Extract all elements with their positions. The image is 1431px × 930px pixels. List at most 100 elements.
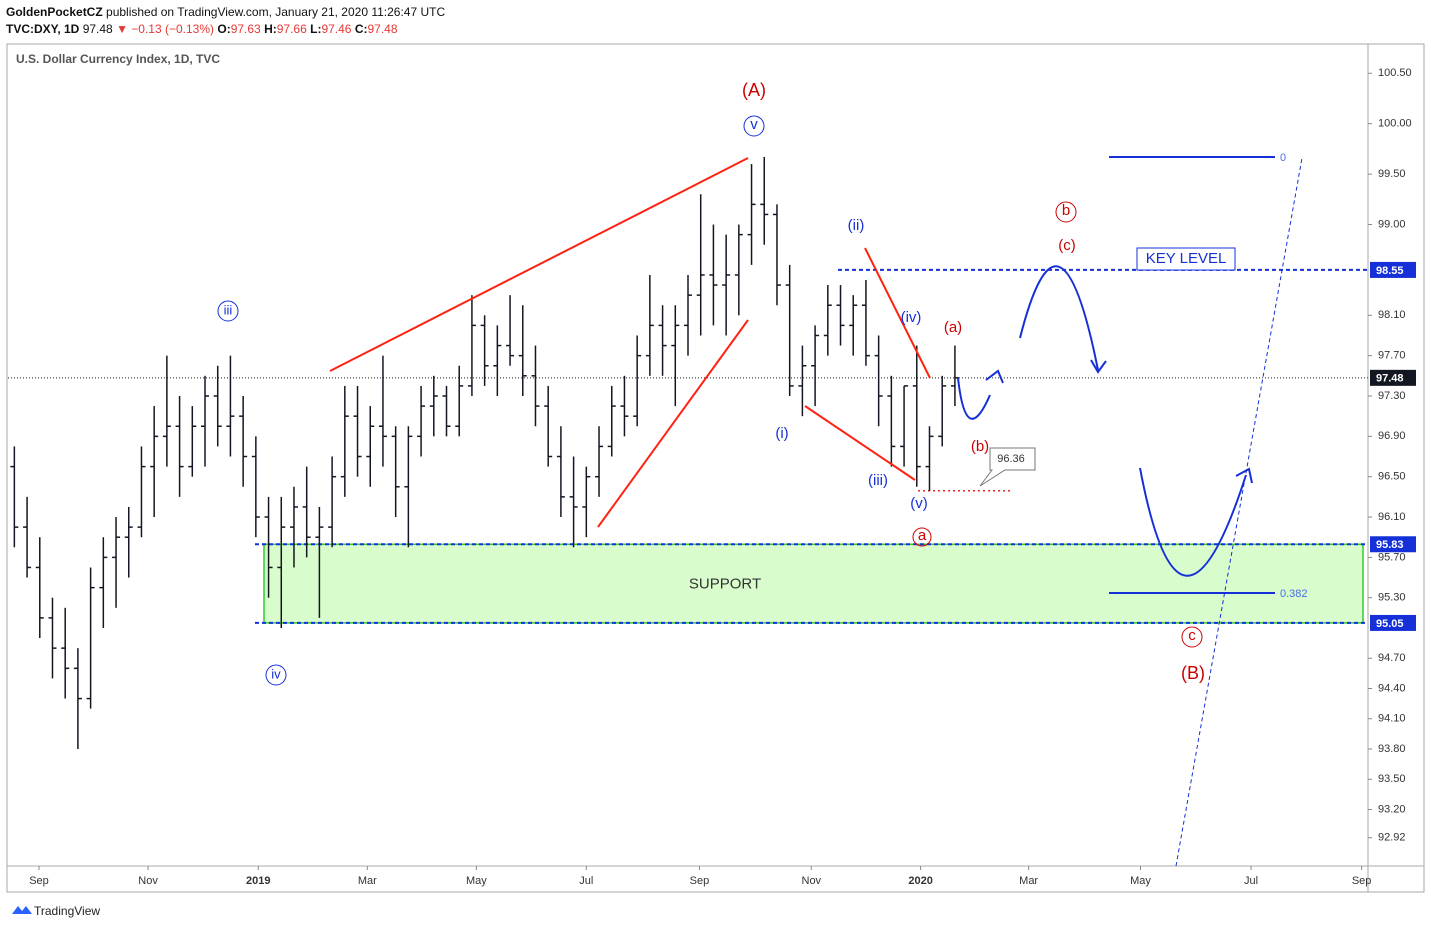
x-tick-label: Sep — [690, 875, 710, 887]
ohlc-key: C: — [354, 22, 368, 36]
price-tag-label: 95.83 — [1376, 539, 1404, 551]
published: published on TradingView.com, January 21… — [106, 5, 446, 19]
wave-circle — [217, 300, 239, 322]
x-tick-label: Mar — [1019, 875, 1038, 887]
callout-label: 96.36 — [997, 453, 1025, 465]
y-tick-label: 96.10 — [1378, 511, 1406, 523]
symbol: TVC:DXY, 1D — [6, 22, 80, 36]
y-tick-label: 98.10 — [1378, 309, 1406, 321]
x-tick-label: Nov — [138, 875, 158, 887]
y-tick-label: 96.90 — [1378, 430, 1406, 442]
x-tick-label: May — [466, 875, 487, 887]
callout — [979, 447, 1036, 487]
wave-label: a — [918, 527, 927, 544]
wave-label: (B) — [1181, 663, 1205, 683]
x-tick-label: Mar — [358, 875, 377, 887]
arrowhead — [985, 369, 1004, 384]
price-tag-label: 98.55 — [1376, 265, 1404, 277]
last: 97.48 — [82, 22, 113, 36]
ohlc-key: L: — [310, 22, 322, 36]
y-tick-label: 99.00 — [1378, 218, 1406, 230]
chart-title: U.S. Dollar Currency Index, 1D, TVC — [16, 52, 220, 66]
logo — [12, 906, 32, 914]
wave-label: iv — [271, 666, 281, 681]
projection — [957, 377, 991, 420]
wave-label: (v) — [910, 495, 928, 512]
support-zone — [263, 543, 1364, 624]
key-level-box — [1136, 247, 1236, 271]
wave-label: (a) — [944, 319, 962, 336]
y-tick-label: 92.92 — [1378, 832, 1406, 844]
wave-labels: (A) v iii iv (ii) (i) (iv) (iii) (v) a (… — [217, 80, 1205, 686]
y-tick-label: 97.30 — [1378, 390, 1406, 402]
projection — [1139, 467, 1247, 577]
y-tick-label: 95.30 — [1378, 592, 1406, 604]
price-tag — [1370, 369, 1416, 386]
x-tick-label: Jul — [579, 875, 593, 887]
wave-label: (c) — [1058, 237, 1076, 254]
frame — [6, 43, 1425, 893]
projection — [1019, 265, 1099, 371]
wave-label: c — [1188, 627, 1196, 644]
x-tick-label: 2020 — [908, 875, 932, 887]
wave-label: (A) — [742, 80, 766, 100]
drawings — [329, 156, 1303, 867]
price-tag — [1370, 261, 1416, 278]
change: ▼ −0.13 (−0.13%) — [116, 22, 215, 36]
wave-label: (iv) — [901, 309, 922, 326]
y-tick-label: 94.10 — [1378, 713, 1406, 725]
trendline — [864, 247, 931, 379]
y-tick-label: 93.80 — [1378, 743, 1406, 755]
x-tick-label: Sep — [29, 875, 49, 887]
fib-label: 0.382 — [1280, 588, 1308, 600]
wave-label: v — [750, 116, 758, 133]
x-tick-label: Sep — [1352, 875, 1372, 887]
x-tick-label: 2019 — [246, 875, 270, 887]
y-tick-label: 94.70 — [1378, 652, 1406, 664]
y-tick-label: 99.50 — [1378, 168, 1406, 180]
support-label: SUPPORT — [689, 576, 761, 593]
fib-trend — [1175, 157, 1303, 867]
price-tag-label: 95.05 — [1376, 618, 1404, 630]
y-tick-label: 100.00 — [1378, 118, 1412, 130]
wave-circle — [265, 664, 287, 686]
wave-label: (iii) — [868, 472, 888, 489]
arrowhead — [1235, 467, 1253, 484]
wave-label: (b) — [971, 438, 989, 455]
ohlc-value: 97.66 — [276, 22, 307, 36]
ohlc-value: 97.46 — [321, 22, 352, 36]
wave-label: (ii) — [848, 217, 865, 234]
y-tick-label: 97.70 — [1378, 350, 1406, 362]
publisher: GoldenPocketCZ — [6, 5, 103, 19]
ohlc-value: 97.48 — [367, 22, 398, 36]
trendline — [597, 319, 749, 528]
wave-circle — [1055, 201, 1077, 223]
footer: TradingView — [34, 904, 100, 918]
ohlc-key: H: — [264, 22, 277, 36]
wave-circle — [743, 115, 765, 137]
ohlc-key: O: — [217, 22, 231, 36]
fib-label: 0 — [1280, 152, 1286, 164]
y-tick-label: 100.50 — [1378, 67, 1412, 79]
wave-label: iii — [224, 302, 233, 317]
price-tag — [1370, 536, 1416, 553]
x-tick-label: Nov — [802, 875, 822, 887]
y-tick-label: 94.40 — [1378, 682, 1406, 694]
key-level-label: KEY LEVEL — [1146, 250, 1227, 267]
wave-circle — [1181, 626, 1203, 648]
x-tick-label: May — [1130, 875, 1151, 887]
y-tick-label: 93.20 — [1378, 803, 1406, 815]
wave-circle — [912, 527, 932, 547]
header-line: GoldenPocketCZ published on TradingView.… — [6, 5, 445, 19]
y-tick-label: 93.50 — [1378, 773, 1406, 785]
wave-label: b — [1062, 202, 1070, 219]
wave-label: (i) — [775, 425, 788, 442]
x-tick-label: Jul — [1244, 875, 1258, 887]
arrowhead — [1090, 359, 1107, 374]
trendline — [804, 405, 916, 481]
price-tag — [1370, 614, 1416, 631]
ohlc-value: 97.63 — [230, 22, 261, 36]
trendline — [329, 157, 749, 372]
